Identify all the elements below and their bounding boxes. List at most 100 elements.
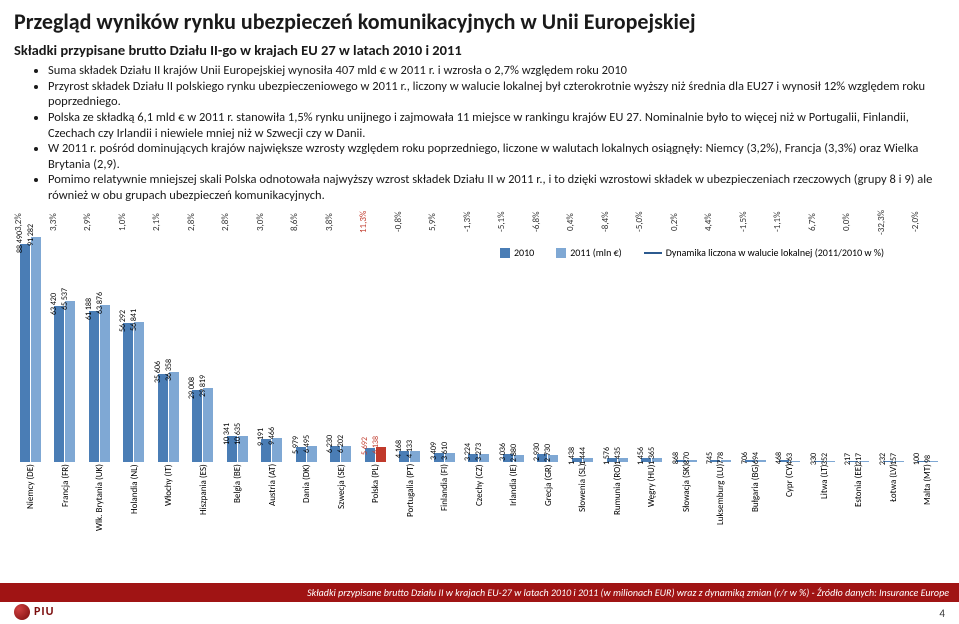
bar-2011: 694 — [756, 460, 766, 462]
pct-label: 2,9% — [83, 208, 116, 236]
country-label: Dania (DK) — [290, 464, 323, 518]
country-col: 10098 — [911, 236, 944, 462]
bar-2011: 2 880 — [514, 455, 524, 462]
bars-row: 88 49091 28263 42065 53761 18863 87656 2… — [14, 236, 944, 462]
pct-label: 3,8% — [325, 208, 358, 236]
country-col: 3 2243 273 — [463, 236, 496, 462]
bar-2011: 9 466 — [272, 438, 282, 461]
page-subtitle: Składki przypisane brutto Działu II-go w… — [14, 41, 945, 59]
logo: PIU — [14, 604, 54, 620]
country-label: Łotwa (LV) — [877, 464, 910, 518]
country-col: 2 9302 730 — [532, 236, 565, 462]
country-col: 4 1684 133 — [394, 236, 427, 462]
bar-2011: 4 133 — [410, 451, 420, 461]
country-col: 217217 — [842, 236, 875, 462]
pct-label: -5,1% — [497, 208, 530, 236]
country-col: 232157 — [877, 236, 910, 462]
pct-label: 11,3% — [359, 208, 392, 236]
country-label: Słowenia (SL) — [566, 464, 599, 518]
bar-2011: 463 — [790, 461, 800, 462]
pct-label: -2,0% — [911, 208, 944, 236]
footer-caption: Składki przypisane brutto Działu II w kr… — [0, 583, 959, 602]
country-label: Malta (MT) — [911, 464, 944, 518]
pct-label: -32,3% — [877, 208, 910, 236]
pct-label: 1,0% — [118, 208, 151, 236]
bar-2011: 36 358 — [169, 372, 179, 461]
pct-label: -1,3% — [463, 208, 496, 236]
country-col: 1 4381 444 — [566, 236, 599, 462]
logo-globe-icon — [14, 604, 30, 620]
pct-label: -8,4% — [601, 208, 634, 236]
pct-label: -0,8% — [394, 208, 427, 236]
bar-2010: 29 008 — [192, 390, 202, 461]
bar-2011: 217 — [859, 461, 869, 462]
country-label: Węgry (HU) — [635, 464, 668, 518]
country-col: 706694 — [739, 236, 772, 462]
bar-2011: 778 — [721, 460, 731, 462]
bar-2011: 6 495 — [307, 446, 317, 462]
bar-2011: 91 282 — [31, 237, 41, 461]
country-label: Grecja (GR) — [532, 464, 565, 518]
country-col: 29 00829 819 — [187, 236, 220, 462]
bar-2011: 10 635 — [238, 436, 248, 462]
pct-label: -1,5% — [739, 208, 772, 236]
country-col: 1 5761 435 — [601, 236, 634, 462]
country-col: 5 6926 138 — [359, 236, 392, 462]
pct-label: -5,0% — [635, 208, 668, 236]
bar-2011: 1 365 — [652, 458, 662, 461]
pct-label: 8,6% — [290, 208, 323, 236]
bar-2011: 2 730 — [548, 455, 558, 462]
pct-label: 0,2% — [670, 208, 703, 236]
bar-2011: 98 — [928, 461, 938, 462]
country-label: Belgia (BE) — [221, 464, 254, 518]
country-label: Bułgaria (BG) — [739, 464, 772, 518]
country-label: Luksemburg (LU) — [704, 464, 737, 518]
bar-2011: 1 435 — [618, 458, 628, 462]
bar-2010: 88 490 — [20, 244, 30, 461]
bar-2011: 870 — [687, 460, 697, 462]
country-label: Hiszpania (ES) — [187, 464, 220, 518]
bar-2011: 352 — [825, 461, 835, 462]
pct-label: 0,4% — [566, 208, 599, 236]
bullet-item: Pomimo relatywnie mniejszej skali Polska… — [48, 172, 945, 203]
country-col: 1 4561 365 — [635, 236, 668, 462]
bar-2010: 56 292 — [123, 323, 133, 461]
country-label: Słowacja (SK) — [670, 464, 703, 518]
pct-label: 2,8% — [221, 208, 254, 236]
country-label: Francja (FR) — [49, 464, 82, 518]
country-col: 868870 — [670, 236, 703, 462]
country-col: 56 29256 841 — [118, 236, 151, 462]
bar-2011: 3 273 — [479, 454, 489, 462]
bar-2011: 6 202 — [341, 446, 351, 461]
pct-label: 5,9% — [428, 208, 461, 236]
pct-label: -6,8% — [532, 208, 565, 236]
country-col: 35 60636 358 — [152, 236, 185, 462]
bar-chart: 3,2%3,3%2,9%1,0%2,1%2,8%2,8%3,0%8,6%3,8%… — [14, 208, 944, 518]
country-label: Rumunia (RO) — [601, 464, 634, 518]
pct-label: -1,1% — [773, 208, 806, 236]
country-col: 330352 — [808, 236, 841, 462]
labels-row: Niemcy (DE)Francja (FR)Wlk. Brytania (UK… — [14, 464, 944, 518]
country-col: 10 34110 635 — [221, 236, 254, 462]
bar-2011: 157 — [894, 461, 904, 462]
bar-2011: 6 138 — [376, 447, 386, 462]
bar-2011: 3 610 — [445, 453, 455, 462]
page-title: Przegląd wyników rynku ubezpieczeń komun… — [14, 8, 945, 35]
country-label: Irlandia (IE) — [497, 464, 530, 518]
pct-label: 3,0% — [256, 208, 289, 236]
country-col: 3 4093 610 — [428, 236, 461, 462]
country-label: Niemcy (DE) — [14, 464, 47, 518]
country-label: Holandia (NL) — [118, 464, 151, 518]
bullet-list: Suma składek Działu II krajów Unii Europ… — [14, 63, 945, 204]
country-label: Polska (PL) — [359, 464, 392, 518]
pct-label: 2,1% — [152, 208, 185, 236]
bar-2010: 61 188 — [89, 311, 99, 461]
bar-2011: 1 444 — [583, 458, 593, 462]
country-label: Szwecja (SE) — [325, 464, 358, 518]
bar-2011: 56 841 — [134, 322, 144, 462]
bar-2011: 63 876 — [100, 305, 110, 462]
country-col: 9 1919 466 — [256, 236, 289, 462]
bar-2011: 65 537 — [65, 301, 75, 462]
bullet-item: Przyrost składek Działu II polskiego ryn… — [48, 79, 945, 110]
pct-row: 3,2%3,3%2,9%1,0%2,1%2,8%2,8%3,0%8,6%3,8%… — [14, 208, 944, 226]
